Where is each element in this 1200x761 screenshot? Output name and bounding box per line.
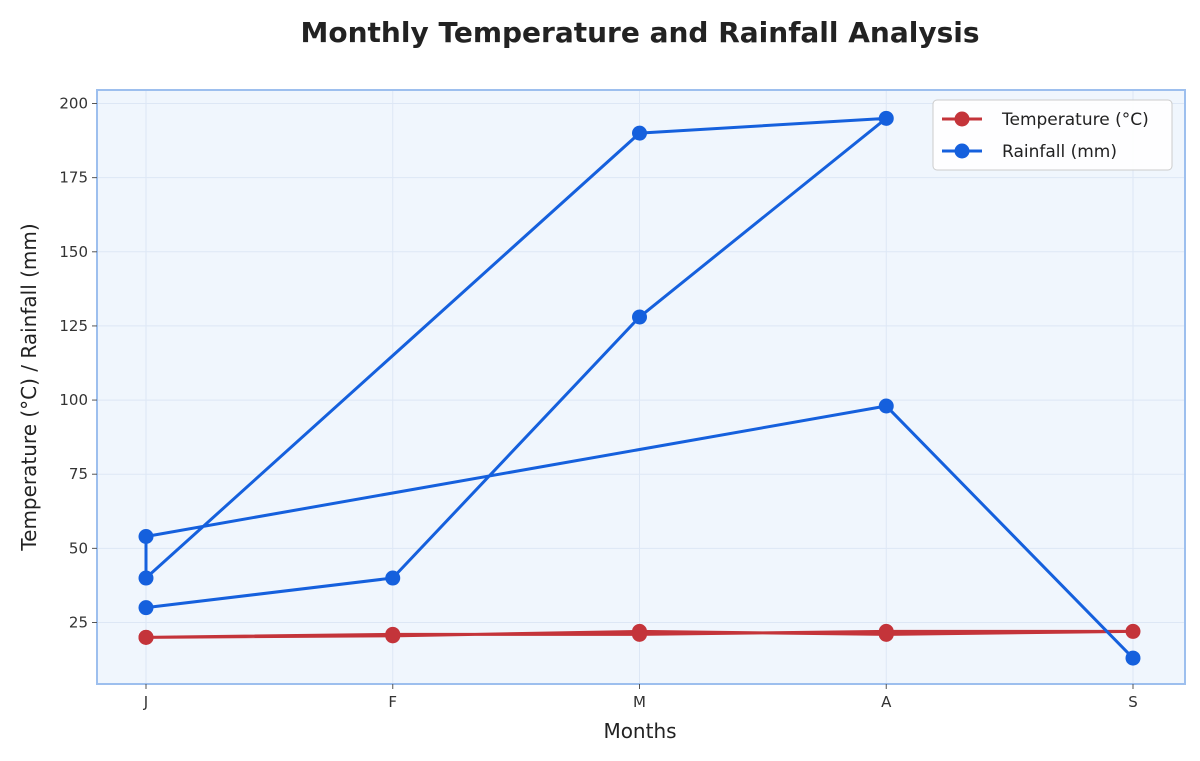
x-tick-label: F <box>388 693 397 711</box>
grid-lines <box>96 89 1186 685</box>
chart-title: Monthly Temperature and Rainfall Analysi… <box>301 16 980 49</box>
data-point-temperature <box>878 623 894 639</box>
data-point-temperature <box>138 629 154 645</box>
legend-label-rainfall: Rainfall (mm) <box>1002 142 1117 162</box>
x-tick-label: S <box>1128 693 1138 711</box>
data-point-rainfall <box>138 570 154 586</box>
x-tick-label: J <box>143 693 148 711</box>
data-point-rainfall <box>632 125 647 141</box>
data-point-rainfall <box>138 528 154 544</box>
y-tick-label: 175 <box>59 169 88 187</box>
legend-box <box>932 99 1173 171</box>
data-point-rainfall <box>878 110 894 126</box>
data-point-rainfall <box>138 600 154 616</box>
y-axis-label: Temperature (°C) / Rainfall (mm) <box>17 223 41 551</box>
y-tick-label: 25 <box>69 614 88 632</box>
data-point-temperature <box>632 626 647 642</box>
y-tick-label: 100 <box>59 391 88 409</box>
plot-border <box>96 89 1186 685</box>
y-tick-label: 50 <box>69 539 88 557</box>
legend-item-rainfall: Rainfall (mm) <box>942 142 1117 162</box>
y-axis-ticks: 25 50 75 100 125 150 175 200 <box>59 95 97 632</box>
legend-marker-rainfall <box>954 143 970 159</box>
data-point-rainfall <box>1125 650 1141 666</box>
series-temperature <box>138 623 1141 645</box>
data-point-rainfall <box>385 570 401 586</box>
y-tick-label: 125 <box>59 317 88 335</box>
x-tick-label: M <box>633 693 646 711</box>
data-point-rainfall <box>632 309 647 325</box>
legend-marker-temperature <box>954 111 970 127</box>
series-layer <box>138 110 1141 666</box>
series-rainfall <box>138 110 1141 666</box>
x-axis-label: Months <box>603 719 676 743</box>
legend-item-temperature: Temperature (°C) <box>942 110 1149 130</box>
legend: Temperature (°C) Rainfall (mm) <box>932 99 1173 171</box>
y-tick-label: 150 <box>59 243 88 261</box>
plot-area <box>97 90 1185 684</box>
y-tick-label: 200 <box>59 95 88 113</box>
data-point-rainfall <box>878 398 894 414</box>
legend-label-temperature: Temperature (°C) <box>1001 110 1149 130</box>
data-point-temperature <box>1125 623 1141 639</box>
y-tick-label: 75 <box>69 465 88 483</box>
x-tick-label: A <box>881 693 892 711</box>
data-point-temperature <box>385 626 401 642</box>
